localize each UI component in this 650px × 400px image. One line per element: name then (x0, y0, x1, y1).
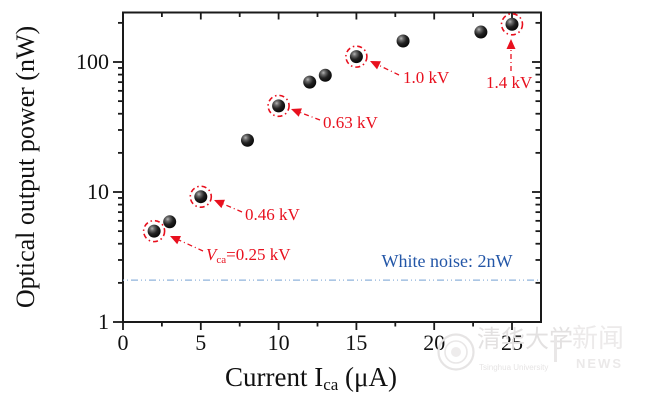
x-tick-label: 10 (268, 330, 290, 355)
annotation-label: 1.4 kV (486, 73, 533, 92)
data-point (272, 99, 286, 113)
y-tick-label: 100 (76, 49, 109, 74)
data-point (396, 34, 410, 48)
x-tick-label: 15 (345, 330, 367, 355)
data-point (240, 133, 254, 147)
axis-ticks (113, 12, 541, 330)
x-axis-title: Current Ica (μA) (225, 362, 397, 394)
annotation-arrowhead-icon (506, 39, 516, 49)
x-tick-labels: 0 5 10 15 20 25 (118, 330, 524, 355)
x-tick-label: 5 (195, 330, 206, 355)
data-point (505, 17, 519, 31)
annotation-arrow-line-icon (378, 64, 400, 76)
annotation-arrowhead-icon (170, 236, 181, 245)
y-axis-title: Optical output power (nW) (11, 26, 40, 308)
annotation-label-var: V (206, 245, 219, 264)
annotation-label-rest: =0.25 kV (226, 245, 291, 264)
data-point (147, 224, 161, 238)
data-points (147, 17, 519, 238)
annotation-arrow-line-icon (222, 203, 243, 213)
data-point (474, 25, 488, 39)
annotation-arrowhead-icon (214, 199, 225, 209)
y-tick-label: 10 (87, 179, 109, 204)
data-point (318, 68, 332, 82)
annotation-circle-icon (189, 185, 213, 209)
annotation-arrow-line-icon (300, 111, 321, 121)
x-axis-title-sub: ca (323, 375, 339, 394)
plot-frame (122, 11, 542, 323)
data-point (303, 75, 317, 89)
data-point (194, 190, 208, 204)
x-tick-label: 25 (501, 330, 523, 355)
annotation-circle-icon (500, 12, 524, 36)
annotation-arrowhead-icon (291, 108, 302, 117)
y-tick-labels: 1 10 100 (76, 49, 109, 334)
data-point (349, 50, 363, 64)
annotation-label: 1.0 kV (403, 68, 450, 87)
annotation-arrowhead-icon (370, 61, 381, 70)
annotation-circle-icon (345, 45, 368, 68)
annotation-label-sub: ca (216, 254, 226, 266)
annotation-label: Vca=0.25 kV (206, 245, 291, 266)
annotation-label: 0.46 kV (245, 205, 301, 224)
x-axis-title-unit: (μA) (338, 362, 397, 392)
x-axis-title-main: Current I (225, 362, 323, 392)
annotation-label: 0.63 kV (323, 113, 379, 132)
noise-floor-label: White noise: 2nW (382, 251, 513, 271)
y-tick-label: 1 (98, 309, 109, 334)
x-tick-label: 0 (118, 330, 129, 355)
annotation-circle-icon (142, 219, 166, 243)
annotation-circle-icon (267, 94, 290, 118)
x-tick-label: 20 (423, 330, 445, 355)
annotation-arrow-line-icon (178, 239, 204, 252)
data-point (163, 215, 177, 229)
